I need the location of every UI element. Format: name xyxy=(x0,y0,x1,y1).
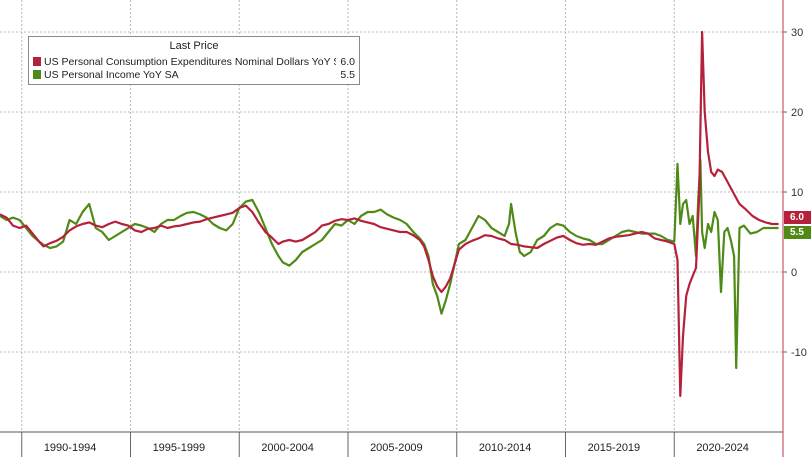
x-tick-label: 2000-2004 xyxy=(261,442,314,454)
legend-swatch-pce xyxy=(33,57,41,66)
y-tick-label: 0 xyxy=(791,267,797,279)
x-tick-label: 2010-2014 xyxy=(479,442,532,454)
last-value-tag-income: 5.5 xyxy=(784,226,811,239)
y-tick-label: -10 xyxy=(791,347,807,359)
legend-title: Last Price xyxy=(169,40,219,52)
x-tick-label: 1995-1999 xyxy=(153,442,206,454)
x-tick-label: 2005-2009 xyxy=(370,442,423,454)
grid xyxy=(0,0,784,432)
legend-label-pce: US Personal Consumption Expenditures Nom… xyxy=(44,55,337,68)
x-tick-label: 2015-2019 xyxy=(588,442,641,454)
x-tick-label: 2020-2024 xyxy=(696,442,749,454)
x-axis-labels: 1990-1994 1995-1999 2000-2004 2005-2009 2010… xyxy=(44,442,749,454)
legend: Last Price US Personal Consumption Expen… xyxy=(28,36,360,85)
series-line-pce xyxy=(0,30,779,398)
x-axis-separators xyxy=(21,432,675,457)
last-value-tag-pce: 6.0 xyxy=(784,211,811,224)
y-tick-label: 30 xyxy=(791,27,803,39)
legend-value-pce: 6.0 xyxy=(340,55,355,68)
legend-item-pce: US Personal Consumption Expenditures Nom… xyxy=(33,55,355,68)
x-tick-label: 1990-1994 xyxy=(44,442,97,454)
series-line-income xyxy=(0,158,779,370)
y-axis-ticks: -10 0 10 20 30 xyxy=(783,27,807,359)
legend-value-income: 5.5 xyxy=(340,68,355,81)
y-tick-label: 10 xyxy=(791,187,803,199)
y-tick-label: 20 xyxy=(791,107,803,119)
legend-label-income: US Personal Income YoY SA xyxy=(44,68,179,81)
legend-item-income: US Personal Income YoY SA 5.5 xyxy=(33,68,355,81)
series-lines xyxy=(0,30,779,398)
legend-swatch-income xyxy=(33,70,41,79)
